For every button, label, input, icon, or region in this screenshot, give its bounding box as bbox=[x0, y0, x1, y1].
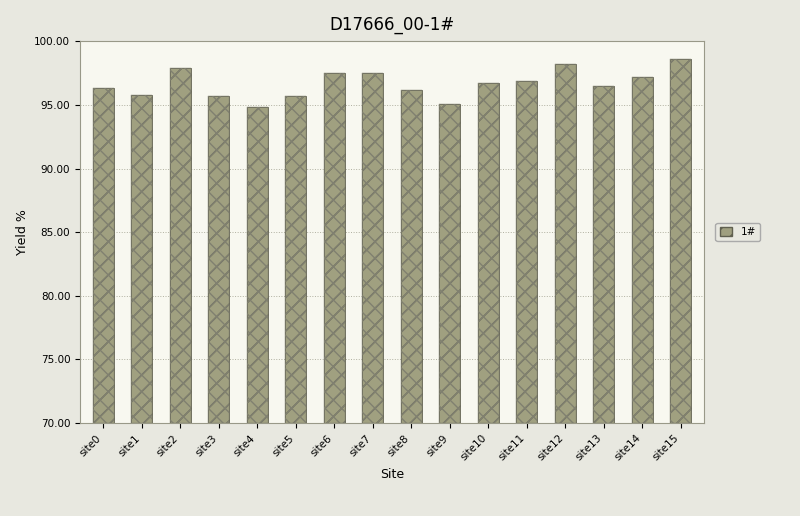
Bar bbox=[208, 96, 230, 423]
Bar bbox=[516, 80, 538, 423]
Bar bbox=[362, 73, 383, 423]
Legend: 1#: 1# bbox=[715, 223, 760, 241]
Title: D17666_00-1#: D17666_00-1# bbox=[330, 17, 454, 35]
Bar bbox=[170, 68, 190, 423]
Bar bbox=[246, 107, 268, 423]
Bar bbox=[594, 86, 614, 423]
Bar bbox=[632, 77, 653, 423]
Bar bbox=[401, 90, 422, 423]
X-axis label: Site: Site bbox=[380, 469, 404, 481]
Bar bbox=[246, 107, 268, 423]
Bar bbox=[285, 96, 306, 423]
Bar bbox=[554, 64, 576, 423]
Bar bbox=[516, 80, 538, 423]
Bar bbox=[632, 77, 653, 423]
Y-axis label: Yield %: Yield % bbox=[16, 209, 29, 255]
Bar bbox=[93, 88, 114, 423]
Bar bbox=[670, 59, 691, 423]
Bar bbox=[670, 59, 691, 423]
Bar bbox=[594, 86, 614, 423]
Bar bbox=[285, 96, 306, 423]
Bar bbox=[478, 83, 499, 423]
Bar bbox=[208, 96, 230, 423]
Bar bbox=[362, 73, 383, 423]
Bar bbox=[401, 90, 422, 423]
Bar bbox=[478, 83, 499, 423]
Bar bbox=[554, 64, 576, 423]
Bar bbox=[439, 104, 460, 423]
Bar bbox=[93, 88, 114, 423]
Bar bbox=[131, 95, 152, 423]
Bar bbox=[439, 104, 460, 423]
Bar bbox=[170, 68, 190, 423]
Bar bbox=[131, 95, 152, 423]
Bar bbox=[324, 73, 345, 423]
Bar bbox=[324, 73, 345, 423]
